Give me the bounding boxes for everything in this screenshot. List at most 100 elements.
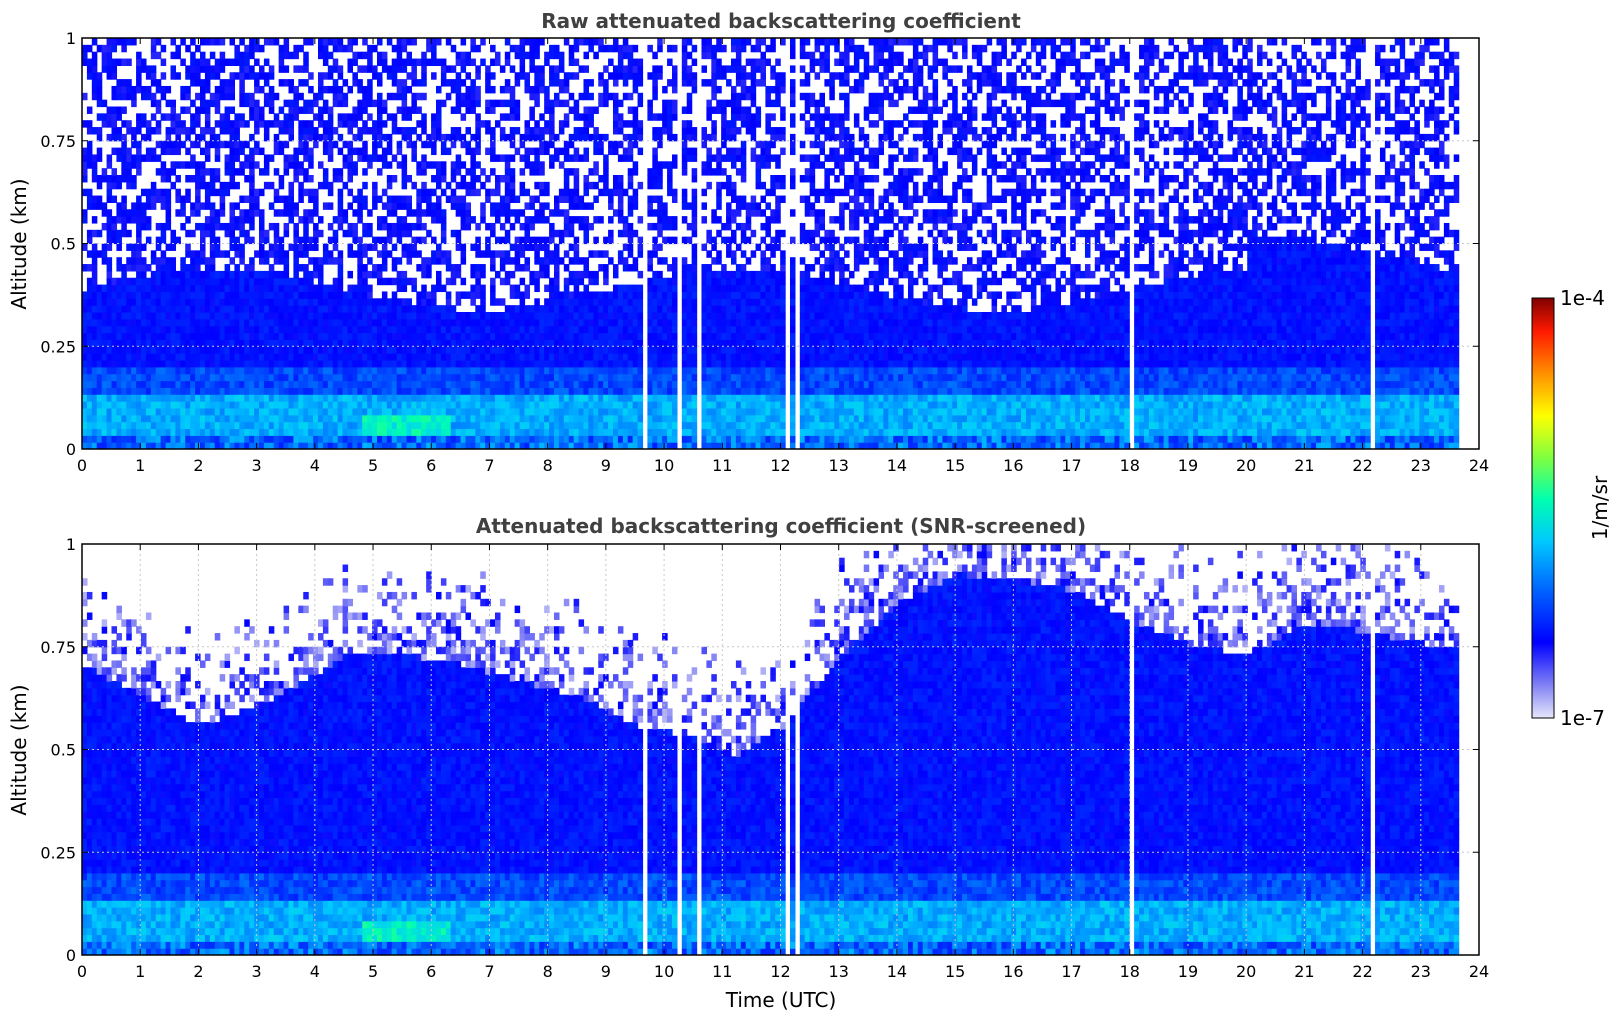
heatmap-cell [515, 305, 521, 312]
heatmap-cell [343, 408, 349, 415]
heatmap-cell [569, 422, 575, 429]
heatmap-cell [205, 202, 211, 209]
heatmap-cell [421, 339, 427, 346]
heatmap-cell [579, 319, 585, 326]
heatmap-cell [343, 401, 349, 408]
heatmap-cell [298, 339, 304, 346]
heatmap-cell [230, 216, 236, 223]
heatmap-cell [515, 237, 521, 244]
heatmap-cell [564, 326, 570, 333]
heatmap-cell [180, 353, 186, 360]
heatmap-cell [220, 401, 226, 408]
heatmap-cell [470, 244, 476, 251]
heatmap-cell [279, 312, 285, 319]
heatmap-cell [318, 422, 324, 429]
heatmap-cell [397, 278, 403, 285]
heatmap-cell [470, 189, 476, 196]
heatmap-cell [480, 367, 486, 374]
heatmap-cell [495, 216, 501, 223]
heatmap-cell [628, 422, 634, 429]
heatmap-cell [333, 257, 339, 264]
heatmap-cell [588, 312, 594, 319]
heatmap-cell [107, 120, 113, 127]
heatmap-cell [239, 305, 245, 312]
heatmap-cell [465, 360, 471, 367]
heatmap-cell [377, 428, 383, 435]
heatmap-cell [298, 244, 304, 251]
heatmap-cell [579, 339, 585, 346]
heatmap-cell [220, 346, 226, 353]
heatmap-cell [633, 168, 639, 175]
heatmap-cell [338, 196, 344, 203]
heatmap-cell [254, 202, 260, 209]
heatmap-cell [244, 141, 250, 148]
heatmap-cell [220, 127, 226, 134]
heatmap-cell [495, 154, 501, 161]
heatmap-cell [534, 209, 540, 216]
heatmap-cell [534, 237, 540, 244]
heatmap-cell [598, 381, 604, 388]
heatmap-cell [544, 264, 550, 271]
heatmap-cell [200, 339, 206, 346]
heatmap-cell [249, 93, 255, 100]
heatmap-cell [505, 278, 511, 285]
heatmap-cell [249, 257, 255, 264]
heatmap-cell [500, 408, 506, 415]
heatmap-cell [618, 196, 624, 203]
heatmap-cell [539, 182, 545, 189]
heatmap-cell [121, 168, 127, 175]
heatmap-cell [87, 374, 93, 381]
heatmap-cell [544, 182, 550, 189]
heatmap-cell [284, 360, 290, 367]
heatmap-cell [151, 271, 157, 278]
heatmap-cell [372, 367, 378, 374]
heatmap-cell [382, 59, 388, 66]
heatmap-cell [131, 127, 137, 134]
heatmap-cell [377, 333, 383, 340]
heatmap-cell [392, 257, 398, 264]
heatmap-cell [303, 415, 309, 422]
heatmap-cell [264, 230, 270, 237]
heatmap-cell [362, 65, 368, 72]
heatmap-cell [583, 415, 589, 422]
heatmap-cell [205, 339, 211, 346]
heatmap-cell [293, 394, 299, 401]
heatmap-cell [603, 415, 609, 422]
heatmap-cell [583, 381, 589, 388]
heatmap-cell [465, 408, 471, 415]
heatmap-cell [180, 223, 186, 230]
heatmap-cell [200, 148, 206, 155]
heatmap-cell [131, 291, 137, 298]
heatmap-cell [264, 127, 270, 134]
heatmap-cell [397, 86, 403, 93]
heatmap-cell [205, 59, 211, 66]
heatmap-cell [465, 148, 471, 155]
heatmap-cell [92, 79, 98, 86]
heatmap-cell [377, 271, 383, 278]
heatmap-cell [382, 305, 388, 312]
heatmap-cell [146, 319, 152, 326]
heatmap-cell [279, 298, 285, 305]
heatmap-cell [441, 415, 447, 422]
heatmap-cell [328, 141, 334, 148]
heatmap-cell [485, 381, 491, 388]
heatmap-cell [618, 374, 624, 381]
heatmap-cell [239, 72, 245, 79]
heatmap-cell [436, 271, 442, 278]
heatmap-cell [220, 79, 226, 86]
heatmap-cell [146, 339, 152, 346]
heatmap-cell [97, 353, 103, 360]
heatmap-cell [343, 381, 349, 388]
heatmap-cell [426, 312, 432, 319]
heatmap-cell [524, 339, 530, 346]
heatmap-cell [195, 113, 201, 120]
heatmap-cell [431, 326, 437, 333]
heatmap-cell [505, 52, 511, 59]
heatmap-cell [121, 381, 127, 388]
heatmap-cell [524, 401, 530, 408]
heatmap-cell [579, 154, 585, 161]
heatmap-cell [554, 72, 560, 79]
heatmap-cell [303, 353, 309, 360]
heatmap-cell [520, 346, 526, 353]
heatmap-cell [402, 428, 408, 435]
